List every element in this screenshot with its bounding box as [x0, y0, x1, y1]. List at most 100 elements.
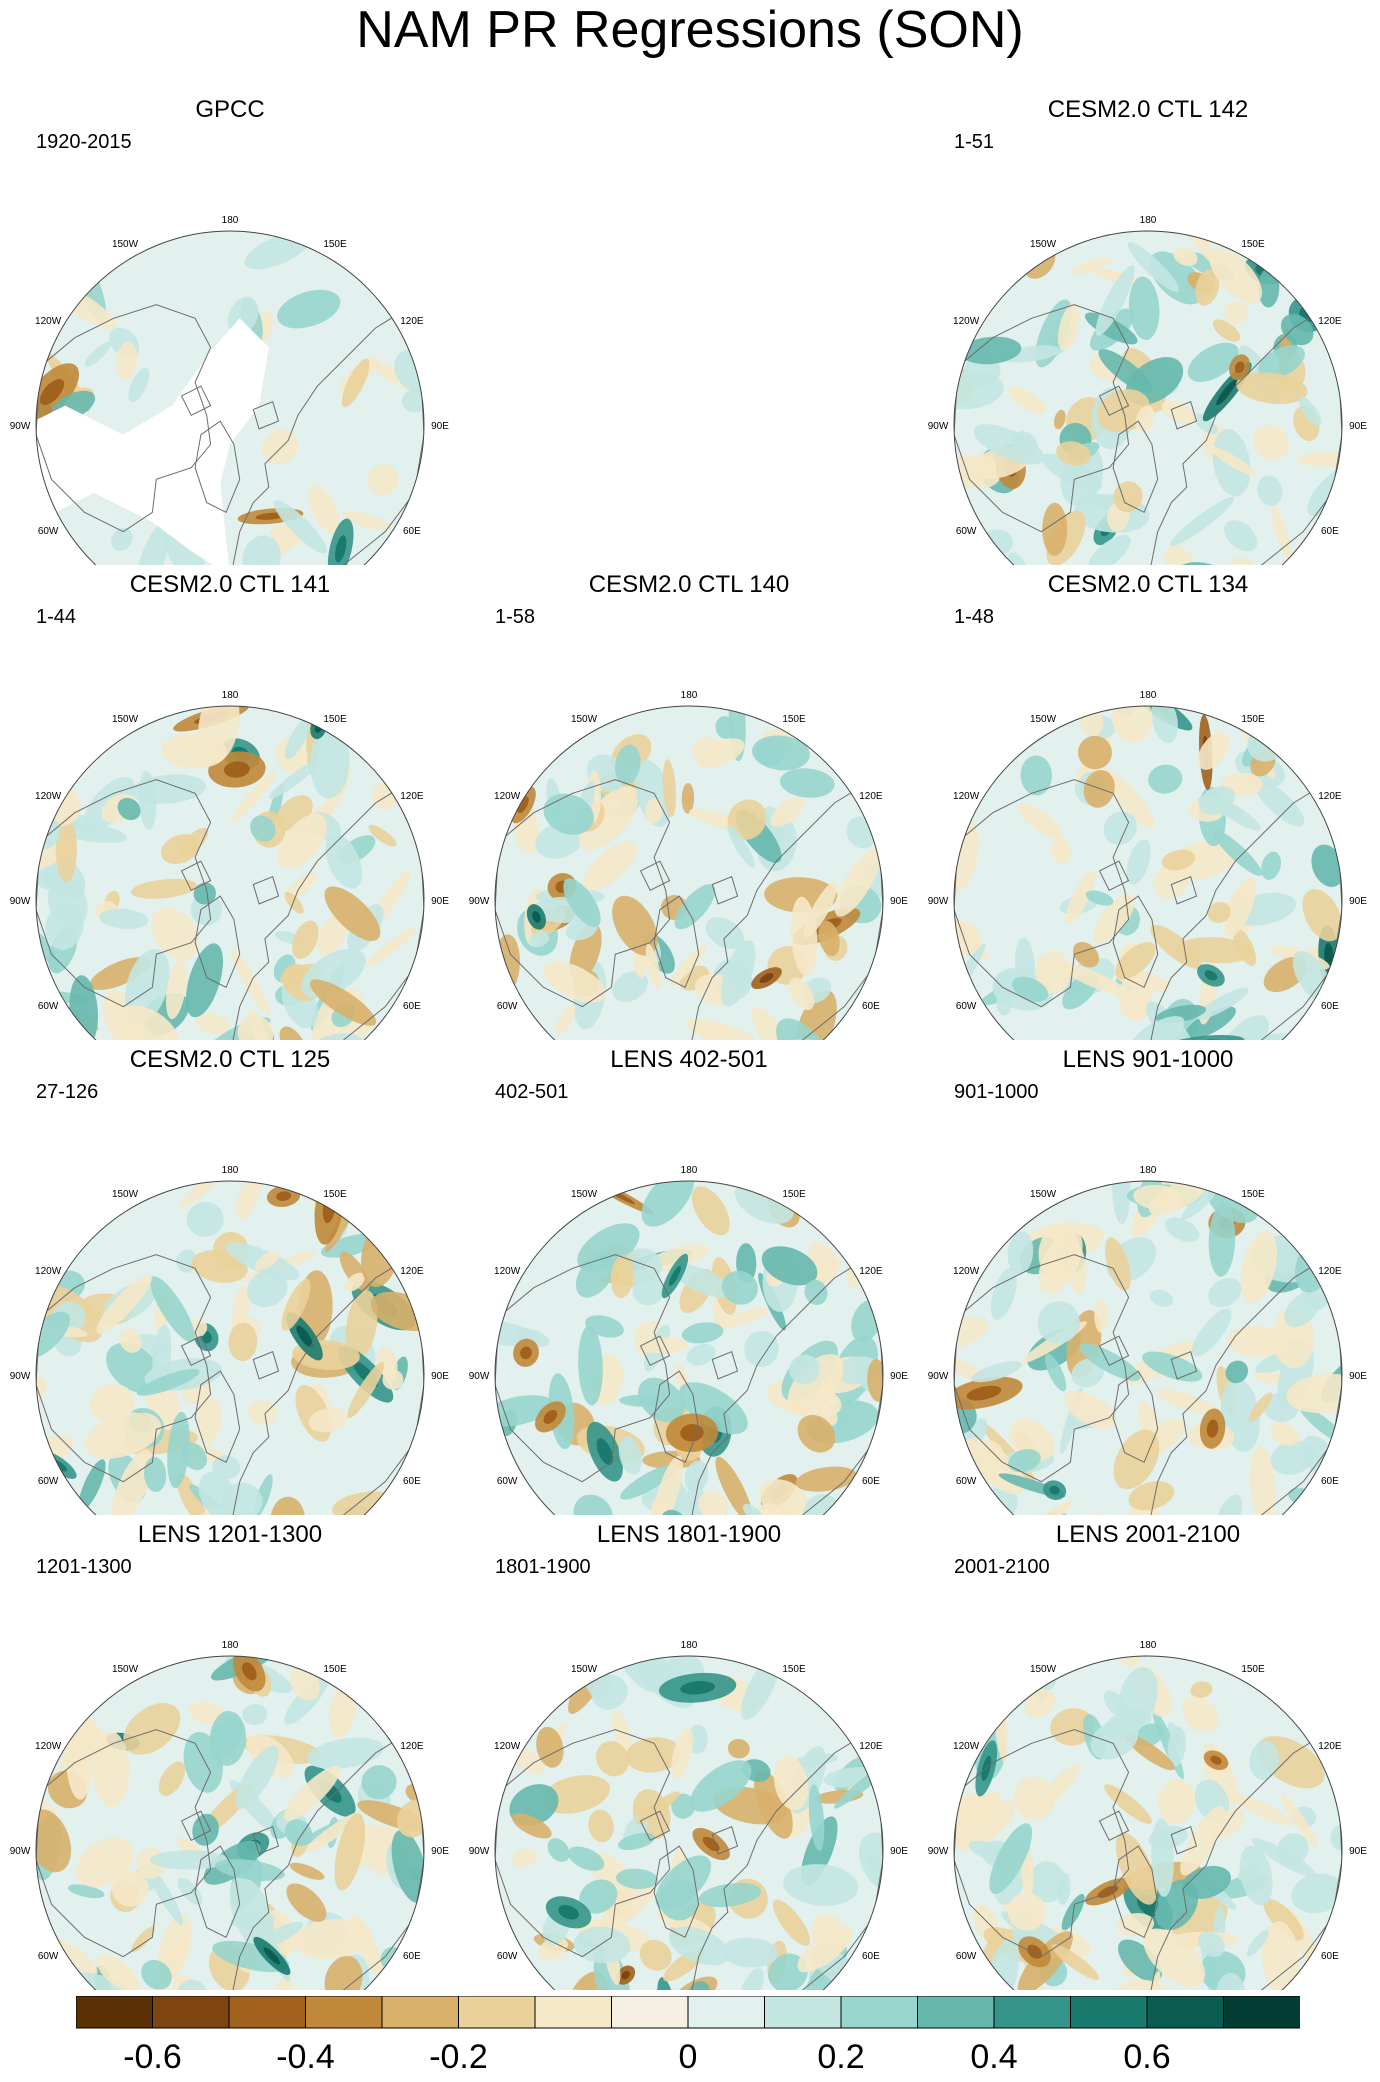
longitude-label: 180 [222, 1165, 239, 1176]
panel-subtitle: 1-44 [36, 606, 77, 628]
longitude-label: 180 [1140, 690, 1157, 701]
longitude-label: 150E [323, 714, 347, 725]
polar-map: 180150E120E90E60E30E030W60W90W120W150W [928, 690, 1367, 1040]
longitude-label: 120E [400, 1266, 424, 1277]
longitude-label: 90E [431, 1846, 449, 1857]
longitude-label: 120W [494, 791, 521, 802]
longitude-label: 120W [953, 1266, 980, 1277]
colorbar-swatch [687, 1996, 766, 2029]
polar-map: 180150E120E90E60E30E030W60W90W120W150W [10, 690, 449, 1040]
colorbar-label: 0 [679, 2038, 698, 2072]
panel-title: LENS 901-1000 [1062, 1046, 1234, 1073]
colorbar-swatch [152, 1996, 230, 2029]
colorbar-label: -0.6 [123, 2038, 182, 2072]
longitude-label: 150W [112, 1189, 139, 1200]
map-border [35, 1655, 425, 1990]
longitude-label: 60W [956, 526, 977, 537]
map-border [953, 705, 1343, 1040]
longitude-label: 120E [1318, 1266, 1342, 1277]
colorbar-swatch [458, 1996, 536, 2029]
longitude-label: 60E [403, 526, 421, 537]
colorbar-swatch [534, 1996, 613, 2029]
regression-field [36, 231, 424, 565]
longitude-label: 60E [862, 1476, 880, 1487]
polar-map: 180150E120E90E60E30E030W60W90W120W150W [10, 1165, 449, 1515]
regression-field [495, 1181, 883, 1515]
longitude-label: 150E [1241, 1189, 1265, 1200]
colorbar: -0.6 -0.4 -0.2 0 0.2 0.4 0.6 [76, 1996, 1300, 2072]
longitude-label: 60E [403, 1951, 421, 1962]
longitude-label: 120W [953, 316, 980, 327]
panel-title: LENS 2001-2100 [1055, 1521, 1241, 1548]
longitude-label: 180 [1140, 1165, 1157, 1176]
longitude-label: 60W [497, 1951, 518, 1962]
longitude-label: 60W [956, 1951, 977, 1962]
map-panel: CESM2.0 CTL 1411-44180150E120E90E60E30E0… [0, 570, 460, 1040]
longitude-label: 60E [862, 1951, 880, 1962]
panel-title: CESM2.0 CTL 125 [129, 1046, 331, 1073]
longitude-label: 60E [1321, 1001, 1339, 1012]
longitude-label: 120E [859, 1741, 883, 1752]
longitude-label: 60W [38, 1476, 59, 1487]
longitude-label: 120W [35, 1266, 62, 1277]
longitude-label: 90W [928, 1371, 949, 1382]
colorbar-swatch [1070, 1996, 1148, 2029]
map-panel: CESM2.0 CTL 1401-58180150E120E90E60E30E0… [459, 570, 919, 1040]
map-border [953, 1180, 1343, 1515]
longitude-label: 120E [1318, 791, 1342, 802]
longitude-label: 120W [953, 791, 980, 802]
longitude-label: 90W [469, 1371, 490, 1382]
polar-map: 180150E120E90E60E30E030W60W90W120W150W [469, 690, 908, 1040]
panel-subtitle: 1201-1300 [36, 1556, 132, 1578]
regression-field [954, 1656, 1342, 1990]
longitude-label: 60E [403, 1001, 421, 1012]
longitude-label: 120E [859, 791, 883, 802]
panel-subtitle: 1-48 [954, 606, 995, 628]
longitude-label: 150E [782, 1189, 806, 1200]
map-border [494, 1180, 884, 1515]
longitude-label: 90E [1349, 421, 1367, 432]
panel-title: LENS 1201-1300 [137, 1521, 323, 1548]
map-panel: CESM2.0 CTL 12527-126180150E120E90E60E30… [0, 1045, 460, 1515]
colorbar-label: -0.4 [276, 2038, 335, 2072]
colorbar-label: 0.6 [1123, 2038, 1170, 2072]
longitude-label: 120W [494, 1741, 521, 1752]
panel-title: CESM2.0 CTL 134 [1047, 571, 1249, 598]
longitude-label: 120W [35, 791, 62, 802]
colorbar-swatch [611, 1996, 689, 2029]
longitude-label: 180 [681, 1640, 698, 1651]
colorbar-swatch [840, 1996, 919, 2029]
longitude-label: 180 [222, 1640, 239, 1651]
longitude-label: 150W [1030, 1189, 1057, 1200]
panel-title: CESM2.0 CTL 140 [588, 571, 790, 598]
longitude-label: 60W [38, 1001, 59, 1012]
longitude-label: 180 [222, 215, 239, 226]
longitude-label: 90E [431, 896, 449, 907]
longitude-label: 150W [1030, 239, 1057, 250]
colorbar-swatch [381, 1996, 460, 2029]
panel-subtitle: 402-501 [495, 1081, 569, 1103]
panel-subtitle: 1920-2015 [36, 131, 132, 153]
longitude-label: 60W [497, 1001, 518, 1012]
longitude-label: 180 [1140, 1640, 1157, 1651]
map-panel: GPCC1920-2015180150E120E90E60E30E030W60W… [0, 95, 460, 565]
regression-field [954, 231, 1342, 565]
longitude-label: 90E [890, 1371, 908, 1382]
colorbar-swatch [764, 1996, 842, 2029]
map-panel: CESM2.0 CTL 1341-48180150E120E90E60E30E0… [918, 570, 1378, 1040]
colorbar-swatch [1223, 1996, 1300, 2029]
longitude-label: 90W [10, 421, 31, 432]
panel-subtitle: 1801-1900 [495, 1556, 591, 1578]
longitude-label: 60W [497, 1476, 518, 1487]
longitude-label: 150E [1241, 714, 1265, 725]
panel-subtitle: 1-51 [954, 131, 995, 153]
longitude-label: 150W [571, 1664, 598, 1675]
longitude-label: 90E [431, 421, 449, 432]
map-border [494, 1655, 884, 1990]
regression-field [954, 706, 1342, 1040]
longitude-label: 90E [1349, 896, 1367, 907]
longitude-label: 180 [222, 690, 239, 701]
regression-field [36, 1656, 424, 1990]
longitude-label: 150W [1030, 714, 1057, 725]
longitude-label: 150W [112, 239, 139, 250]
